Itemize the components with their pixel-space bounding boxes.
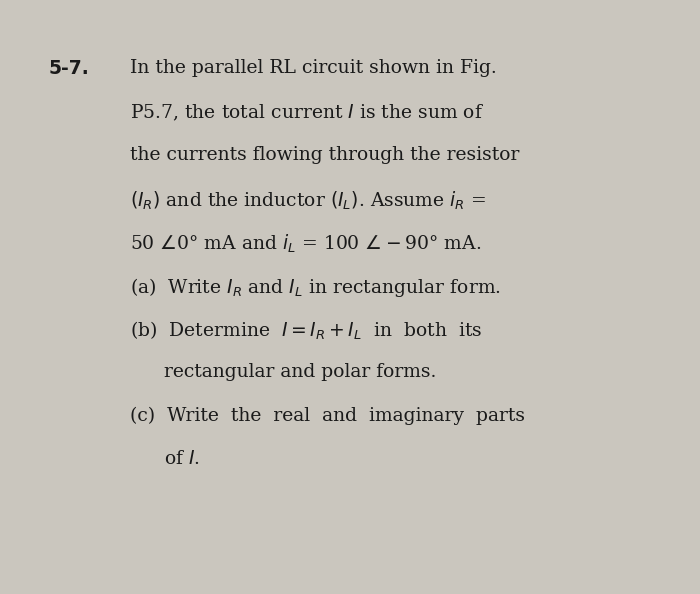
Text: (c)  Write  the  real  and  imaginary  parts: (c) Write the real and imaginary parts <box>130 406 524 425</box>
Text: P5.7, the total current $I$ is the sum of: P5.7, the total current $I$ is the sum o… <box>130 103 484 123</box>
Text: of $I$.: of $I$. <box>164 450 200 467</box>
Text: 5-7.: 5-7. <box>49 59 90 78</box>
Text: 50 $\angle$0° mA and $i_L$ = 100 $\angle-$90° mA.: 50 $\angle$0° mA and $i_L$ = 100 $\angle… <box>130 233 481 255</box>
Text: rectangular and polar forms.: rectangular and polar forms. <box>164 363 437 381</box>
Text: the currents flowing through the resistor: the currents flowing through the resisto… <box>130 146 519 164</box>
Text: In the parallel RL circuit shown in Fig.: In the parallel RL circuit shown in Fig. <box>130 59 496 77</box>
Text: $(I_R)$ and the inductor $(I_L)$. Assume $i_R$ =: $(I_R)$ and the inductor $(I_L)$. Assume… <box>130 189 486 212</box>
Text: (b)  Determine  $I = I_R + I_L$  in  both  its: (b) Determine $I = I_R + I_L$ in both it… <box>130 320 482 342</box>
Text: (a)  Write $I_R$ and $I_L$ in rectangular form.: (a) Write $I_R$ and $I_L$ in rectangular… <box>130 276 500 299</box>
